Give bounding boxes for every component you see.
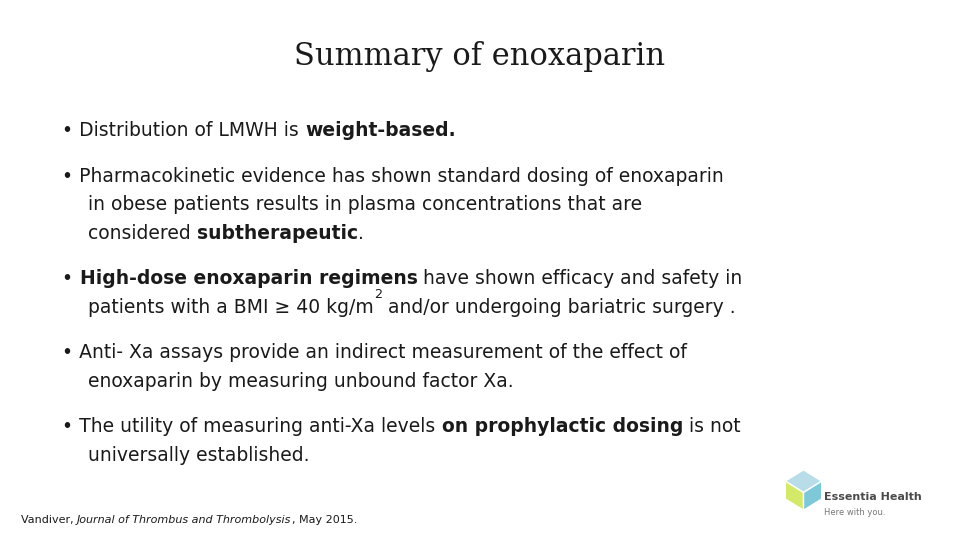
- Text: and/or undergoing bariatric surgery .: and/or undergoing bariatric surgery .: [382, 298, 735, 316]
- Text: considered: considered: [88, 224, 197, 242]
- Text: on prophylactic dosing: on prophylactic dosing: [442, 417, 683, 436]
- Text: is not: is not: [683, 417, 741, 436]
- Text: Summary of enoxaparin: Summary of enoxaparin: [295, 40, 665, 71]
- Text: .: .: [358, 224, 364, 242]
- Text: subtherapeutic: subtherapeutic: [197, 224, 358, 242]
- Polygon shape: [785, 481, 804, 510]
- Text: Vandiver,: Vandiver,: [21, 515, 77, 525]
- Text: universally established.: universally established.: [88, 446, 310, 464]
- Text: • Anti- Xa assays provide an indirect measurement of the effect of: • Anti- Xa assays provide an indirect me…: [62, 343, 687, 362]
- Text: •: •: [62, 269, 80, 288]
- Text: enoxaparin by measuring unbound factor Xa.: enoxaparin by measuring unbound factor X…: [88, 372, 514, 390]
- Text: patients with a BMI ≥ 40 kg/m: patients with a BMI ≥ 40 kg/m: [88, 298, 374, 316]
- Text: have shown efficacy and safety in: have shown efficacy and safety in: [418, 269, 743, 288]
- Text: Here with you.: Here with you.: [824, 508, 885, 517]
- Text: 2: 2: [374, 288, 382, 301]
- Text: • Pharmacokinetic evidence has shown standard dosing of enoxaparin: • Pharmacokinetic evidence has shown sta…: [62, 167, 724, 186]
- Polygon shape: [804, 481, 822, 510]
- Text: Journal of Thrombus and Thrombolysis: Journal of Thrombus and Thrombolysis: [77, 515, 292, 525]
- Text: Essentia Health: Essentia Health: [824, 492, 922, 503]
- Text: weight-based.: weight-based.: [305, 122, 456, 140]
- Text: • The utility of measuring anti-Xa levels: • The utility of measuring anti-Xa level…: [62, 417, 442, 436]
- Polygon shape: [785, 470, 822, 492]
- Text: • Distribution of LMWH is: • Distribution of LMWH is: [62, 122, 305, 140]
- Text: in obese patients results in plasma concentrations that are: in obese patients results in plasma conc…: [88, 195, 642, 214]
- Text: High-dose enoxaparin regimens: High-dose enoxaparin regimens: [80, 269, 418, 288]
- Text: , May 2015.: , May 2015.: [292, 515, 357, 525]
